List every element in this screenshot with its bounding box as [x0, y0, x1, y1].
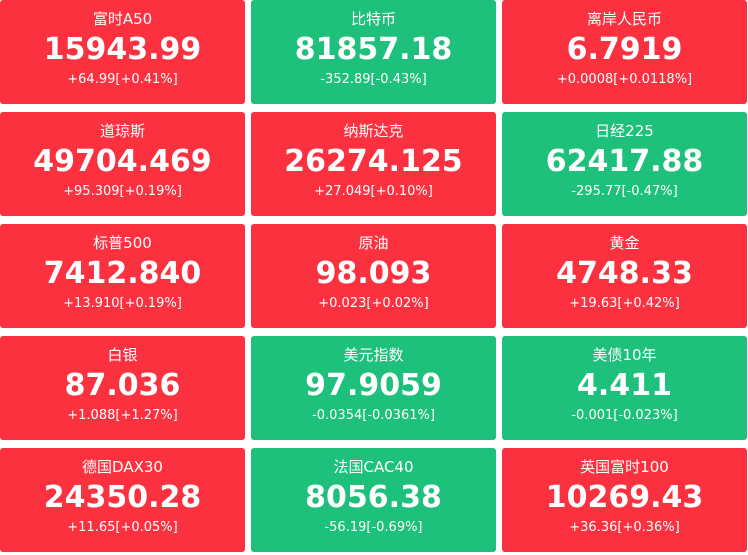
tile-price: 8056.38 — [305, 480, 442, 515]
tile-name: 英国富时100 — [580, 458, 669, 476]
market-tile[interactable]: 比特币 81857.18 -352.89[-0.43%] — [251, 0, 496, 104]
tile-name: 富时A50 — [92, 10, 153, 28]
tile-name: 黄金 — [609, 234, 640, 252]
tile-change: -352.89[-0.43%] — [320, 72, 427, 87]
market-tile[interactable]: 英国富时100 10269.43 +36.36[+0.36%] — [502, 448, 747, 552]
market-tile[interactable]: 美债10年 4.411 -0.001[-0.023%] — [502, 336, 747, 440]
tile-price: 26274.125 — [284, 144, 463, 179]
tile-change: +1.088[+1.27%] — [67, 408, 178, 423]
market-tile[interactable]: 美元指数 97.9059 -0.0354[-0.0361%] — [251, 336, 496, 440]
tile-change: +0.0008[+0.0118%] — [556, 72, 693, 87]
tile-name: 美元指数 — [343, 346, 404, 364]
tile-name: 标普500 — [93, 234, 152, 252]
tile-price: 6.7919 — [566, 32, 683, 67]
tile-change: +19.63[+0.42%] — [569, 296, 680, 311]
tile-change: -295.77[-0.47%] — [571, 184, 678, 199]
market-tile[interactable]: 法国CAC40 8056.38 -56.19[-0.69%] — [251, 448, 496, 552]
tile-price: 4748.33 — [556, 256, 693, 291]
tile-price: 7412.840 — [43, 256, 202, 291]
tile-price: 15943.99 — [43, 32, 202, 67]
tile-change: +36.36[+0.36%] — [569, 520, 680, 535]
tile-change: +0.023[+0.02%] — [318, 296, 429, 311]
tile-name: 比特币 — [350, 10, 396, 28]
market-tile[interactable]: 离岸人民币 6.7919 +0.0008[+0.0118%] — [502, 0, 747, 104]
tile-name: 离岸人民币 — [586, 10, 662, 28]
market-tile[interactable]: 标普500 7412.840 +13.910[+0.19%] — [0, 224, 245, 328]
tile-name: 美债10年 — [592, 346, 657, 364]
tile-change: -0.001[-0.023%] — [571, 408, 678, 423]
tile-price: 24350.28 — [43, 480, 202, 515]
market-tile[interactable]: 日经225 62417.88 -295.77[-0.47%] — [502, 112, 747, 216]
tile-change: -56.19[-0.69%] — [324, 520, 423, 535]
market-tile[interactable]: 道琼斯 49704.469 +95.309[+0.19%] — [0, 112, 245, 216]
tile-name: 法国CAC40 — [333, 458, 414, 476]
tile-name: 白银 — [107, 346, 138, 364]
tile-name: 道琼斯 — [99, 122, 145, 140]
market-tile[interactable]: 德国DAX30 24350.28 +11.65[+0.05%] — [0, 448, 245, 552]
market-tile[interactable]: 白银 87.036 +1.088[+1.27%] — [0, 336, 245, 440]
tile-price: 98.093 — [315, 256, 432, 291]
tile-change: +95.309[+0.19%] — [63, 184, 182, 199]
tile-price: 49704.469 — [33, 144, 212, 179]
tile-price: 81857.18 — [294, 32, 453, 67]
market-tile[interactable]: 纳斯达克 26274.125 +27.049[+0.10%] — [251, 112, 496, 216]
tile-price: 62417.88 — [545, 144, 704, 179]
tile-price: 97.9059 — [305, 368, 442, 403]
tile-change: +64.99[+0.41%] — [67, 72, 178, 87]
tile-name: 德国DAX30 — [82, 458, 163, 476]
market-tile[interactable]: 黄金 4748.33 +19.63[+0.42%] — [502, 224, 747, 328]
tile-name: 日经225 — [595, 122, 654, 140]
tile-name: 原油 — [358, 234, 389, 252]
tile-name: 纳斯达克 — [343, 122, 404, 140]
tile-change: +13.910[+0.19%] — [63, 296, 182, 311]
tile-change: +11.65[+0.05%] — [67, 520, 178, 535]
market-tile[interactable]: 富时A50 15943.99 +64.99[+0.41%] — [0, 0, 245, 104]
tile-price: 4.411 — [577, 368, 672, 403]
market-tile[interactable]: 原油 98.093 +0.023[+0.02%] — [251, 224, 496, 328]
tile-price: 10269.43 — [545, 480, 704, 515]
tile-change: -0.0354[-0.0361%] — [312, 408, 435, 423]
tile-change: +27.049[+0.10%] — [314, 184, 433, 199]
tile-price: 87.036 — [64, 368, 181, 403]
